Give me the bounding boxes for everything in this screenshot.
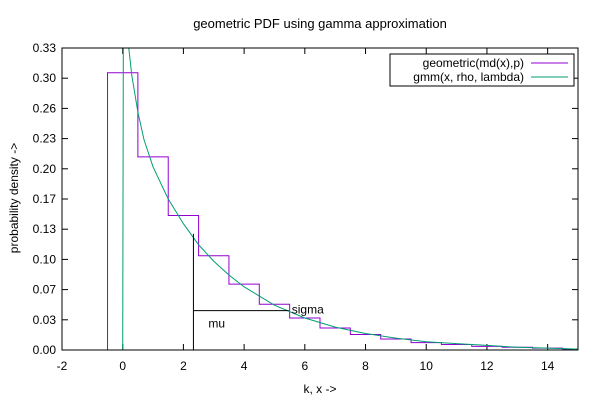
x-tick-label: 12	[480, 359, 494, 373]
y-tick-label: 0.07	[33, 283, 57, 297]
geometric-series-steps	[107, 72, 578, 350]
legend-label-gamma: gmm(x, rho, lambda)	[413, 70, 524, 84]
x-tick-label: 6	[301, 359, 308, 373]
y-tick-label: 0.10	[33, 252, 57, 266]
plot-frame	[61, 47, 579, 351]
y-tick-label: 0.00	[33, 343, 57, 357]
x-tick-label: 2	[180, 359, 187, 373]
y-tick-label: 0.26	[33, 101, 57, 115]
y-tick-label: 0.03	[33, 313, 57, 327]
annotation-sigma: sigma	[292, 303, 324, 317]
plot-content: mu sigma	[107, 47, 579, 351]
y-tick-label: 0.30	[33, 71, 57, 85]
legend-label-geometric: geometric(md(x),p)	[423, 56, 524, 70]
x-tick-label: 4	[241, 359, 248, 373]
y-tick-label: 0.33	[33, 41, 57, 55]
y-tick-label: 0.23	[33, 132, 57, 146]
axis-ticks: 0.00 0.03 0.07 0.10 0.13 0.17 0.20 0.23 0.26 0.30…	[33, 41, 578, 373]
x-axis-label: k, x ->	[303, 382, 336, 396]
x-tick-label: 10	[420, 359, 434, 373]
x-tick-label: 0	[119, 359, 126, 373]
annotation-mu: mu	[208, 317, 225, 331]
gamma-series-curve	[122, 47, 579, 351]
x-tick-label: -2	[57, 359, 68, 373]
y-tick-label: 0.20	[33, 162, 57, 176]
y-tick-label: 0.13	[33, 222, 57, 236]
y-tick-label: 0.17	[33, 192, 57, 206]
y-axis-label: probability density ->	[7, 143, 21, 253]
legend-box	[389, 53, 575, 87]
x-tick-label: 14	[541, 359, 555, 373]
x-tick-label: 8	[362, 359, 369, 373]
chart-title: geometric PDF using gamma approximation	[193, 16, 447, 31]
legend: geometric(md(x),p) gmm(x, rho, lambda)	[389, 53, 575, 87]
